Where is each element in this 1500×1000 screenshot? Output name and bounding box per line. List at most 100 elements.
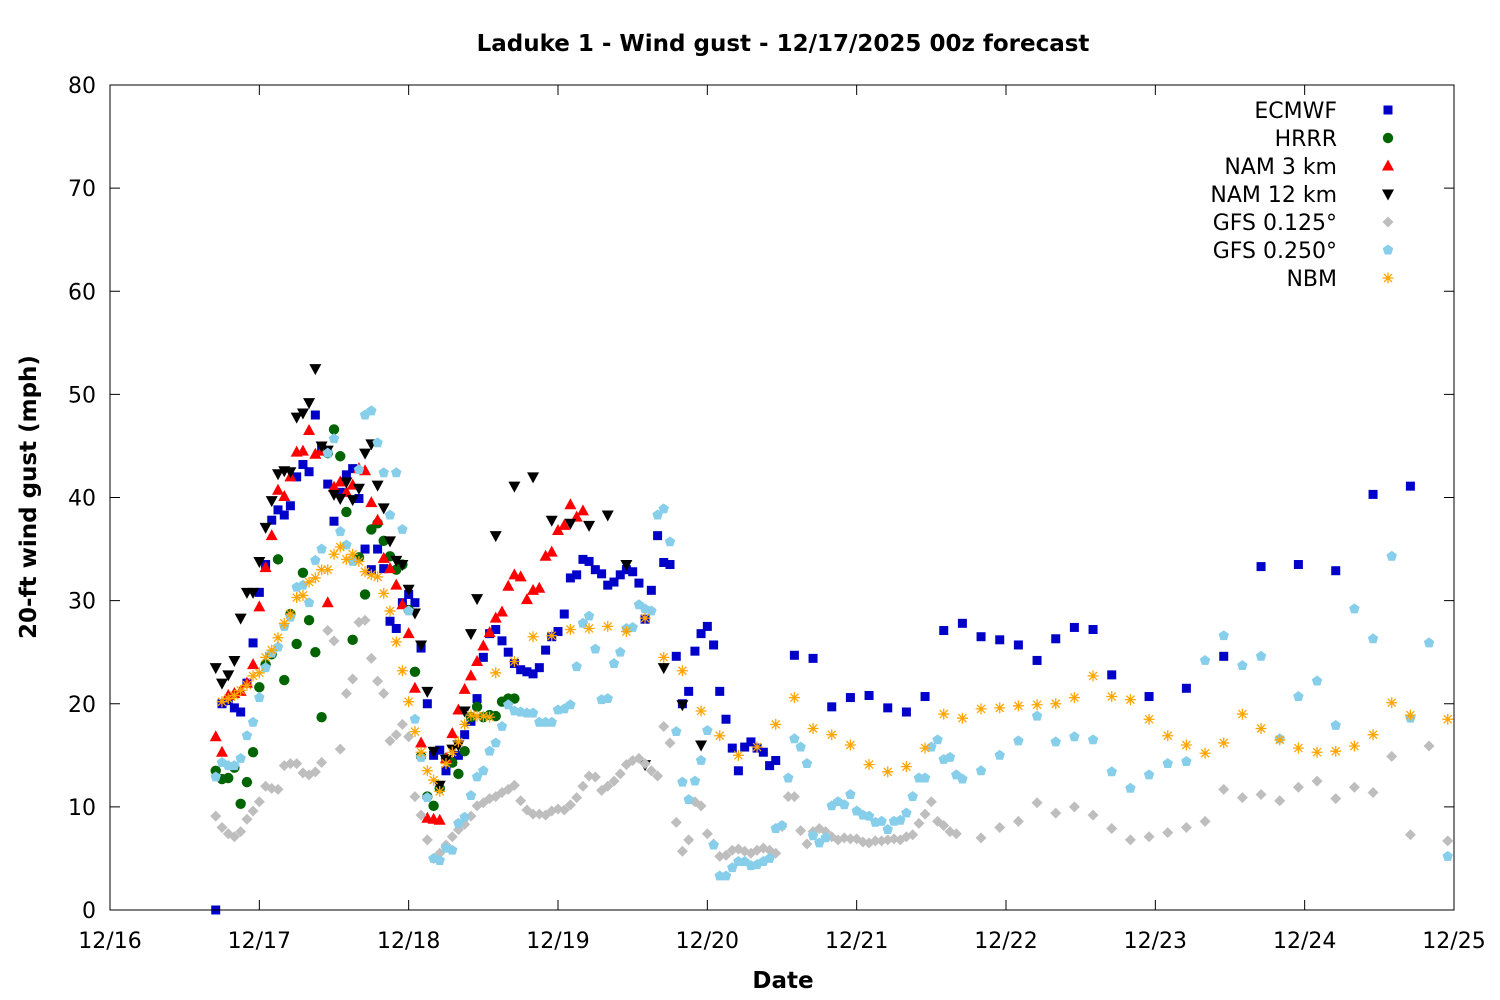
data-point — [628, 567, 638, 577]
data-point — [919, 808, 931, 820]
data-point — [1237, 660, 1248, 671]
data-point — [1013, 640, 1023, 650]
data-point — [328, 480, 340, 492]
data-point — [309, 572, 321, 584]
legend-marker — [1382, 216, 1394, 228]
data-point — [1069, 622, 1079, 632]
data-point — [788, 791, 800, 803]
data-point — [845, 789, 856, 799]
data-point — [1311, 746, 1323, 758]
data-point — [839, 799, 850, 810]
data-point — [564, 799, 576, 811]
data-point — [459, 745, 470, 757]
legend-label: NAM 3 km — [1224, 155, 1337, 180]
data-point — [446, 727, 459, 739]
data-point — [384, 509, 396, 520]
data-point — [310, 410, 320, 420]
data-point — [577, 780, 589, 792]
data-point — [309, 364, 322, 376]
x-tick-label: 12/22 — [974, 929, 1037, 954]
data-point — [1293, 691, 1304, 701]
data-point — [272, 483, 284, 495]
data-point — [409, 791, 421, 803]
data-point — [994, 749, 1005, 760]
y-tick-label: 0 — [82, 899, 96, 924]
data-point — [322, 447, 333, 458]
data-point — [497, 636, 507, 646]
data-point — [285, 501, 295, 511]
data-point — [1199, 747, 1211, 759]
data-point — [477, 710, 489, 722]
data-point — [670, 816, 682, 828]
data-point — [222, 670, 235, 682]
data-point — [975, 703, 987, 715]
data-point — [279, 674, 290, 686]
data-point — [920, 692, 930, 702]
data-point — [1274, 734, 1286, 746]
data-point — [590, 643, 601, 654]
data-point — [1181, 756, 1192, 766]
data-point — [328, 424, 340, 435]
data-point — [1032, 655, 1042, 665]
data-point — [1068, 801, 1080, 813]
series-ecmwf — [211, 410, 1415, 915]
data-point — [1330, 793, 1342, 805]
data-point — [552, 524, 564, 535]
data-point — [353, 464, 365, 475]
data-point — [658, 651, 670, 663]
data-point — [576, 504, 589, 516]
data-point — [328, 548, 340, 560]
data-point — [1255, 723, 1267, 734]
data-point — [578, 554, 588, 564]
data-point — [1442, 713, 1454, 725]
data-point — [664, 737, 676, 749]
data-point — [253, 796, 265, 808]
data-point — [695, 740, 708, 752]
data-point — [1106, 766, 1117, 777]
data-point — [340, 553, 352, 565]
data-point — [1144, 692, 1154, 702]
data-point — [708, 839, 719, 850]
data-point — [259, 561, 272, 573]
data-point — [403, 731, 415, 743]
data-point — [409, 726, 421, 738]
data-point — [234, 613, 247, 625]
data-point — [397, 523, 408, 534]
data-point — [1050, 698, 1062, 710]
data-point — [384, 536, 396, 548]
data-point — [639, 758, 651, 770]
data-point — [489, 611, 502, 623]
data-point — [291, 638, 302, 650]
data-point — [265, 529, 278, 541]
data-point — [210, 771, 221, 782]
data-point — [236, 707, 246, 717]
data-point — [371, 513, 384, 525]
data-point — [528, 669, 538, 679]
data-point — [565, 699, 576, 710]
data-point — [241, 679, 253, 691]
data-point — [267, 515, 277, 525]
data-point — [415, 809, 427, 821]
data-point — [795, 825, 807, 837]
data-point — [321, 596, 334, 608]
data-point — [659, 557, 669, 567]
data-point — [571, 661, 582, 672]
data-point — [241, 776, 253, 788]
data-point — [465, 790, 477, 800]
data-point — [464, 669, 477, 681]
data-point — [346, 495, 359, 507]
data-point — [1218, 630, 1229, 641]
data-point — [771, 755, 781, 765]
data-point — [303, 398, 316, 410]
data-point — [740, 742, 750, 752]
data-point — [1125, 782, 1136, 793]
data-point — [272, 469, 284, 481]
data-point — [259, 522, 272, 534]
data-point — [248, 638, 258, 648]
data-point — [863, 759, 875, 771]
data-point — [684, 686, 694, 696]
data-point — [957, 618, 967, 628]
plot-frame — [109, 84, 1455, 911]
data-point — [1199, 654, 1211, 665]
